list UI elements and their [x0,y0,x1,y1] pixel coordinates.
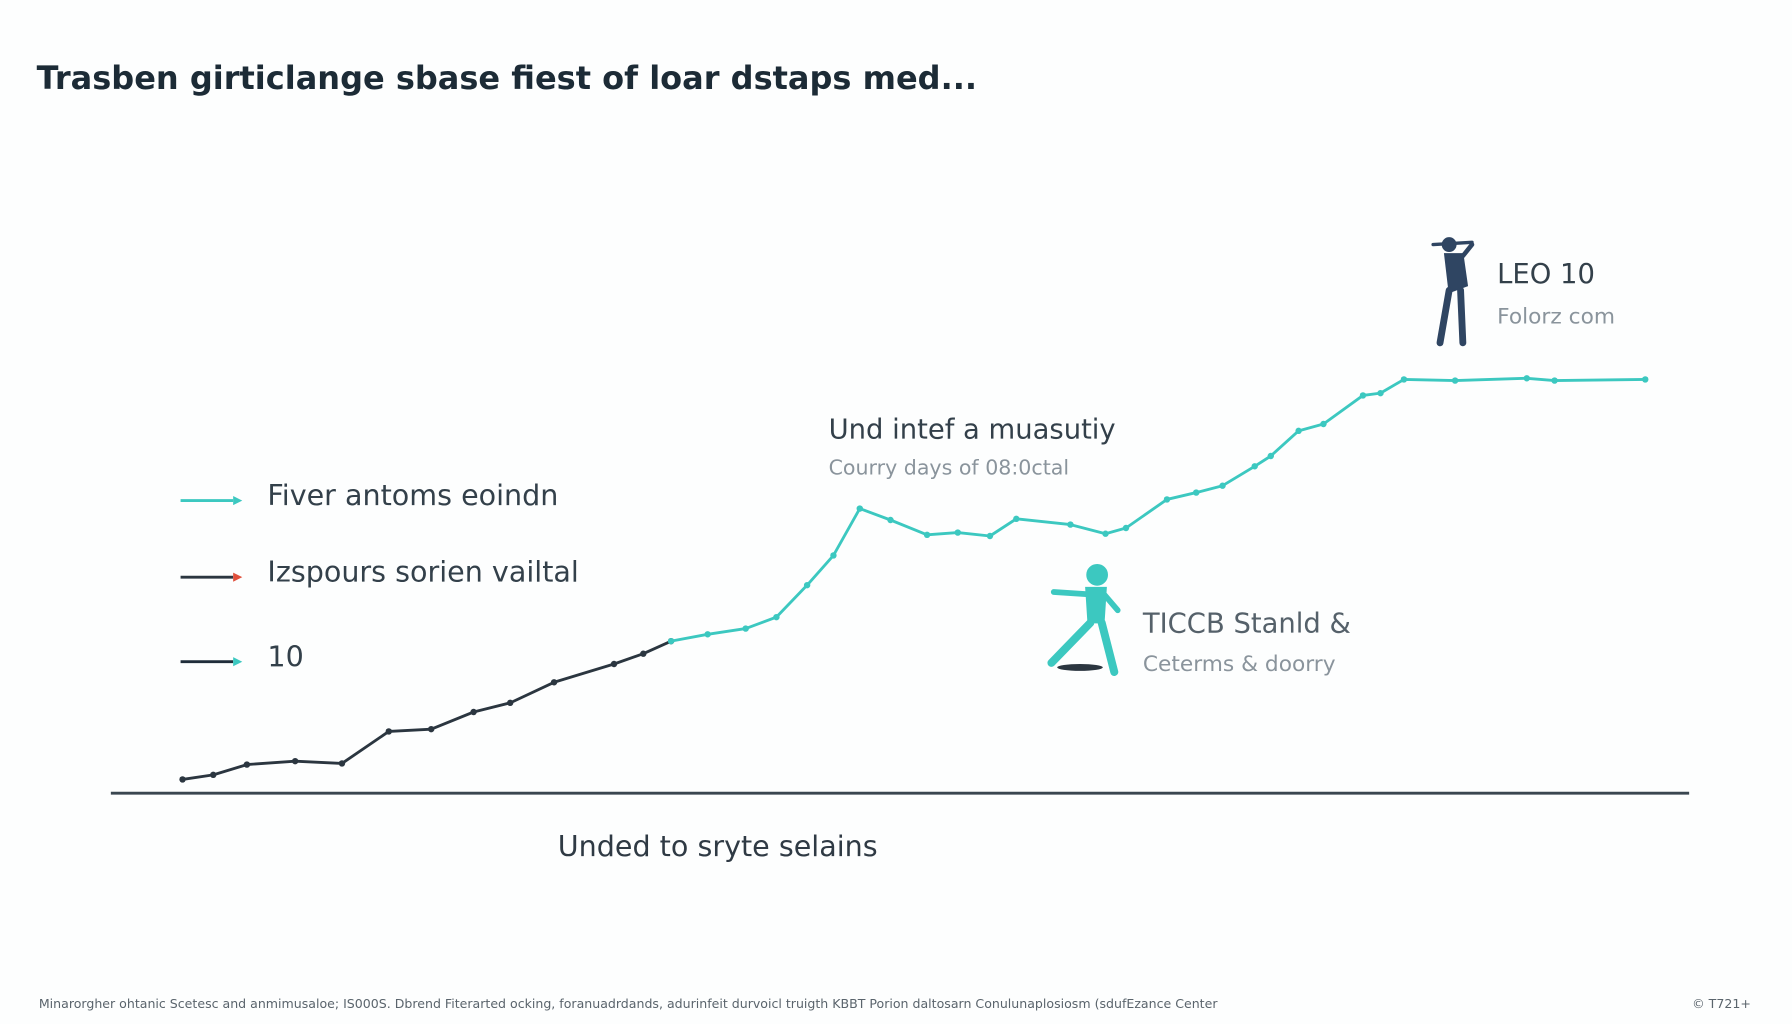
footer-right: © T721+ [1692,996,1751,1011]
data-point [291,757,299,765]
data-point [803,581,811,589]
footer: Minarorgher ohtanic Scetesc and anmimusa… [39,996,1218,1011]
data-point [830,552,837,559]
data-point [1102,530,1109,537]
data-point [954,529,961,536]
data-point [427,725,435,733]
data-point [1193,489,1200,496]
data-point [1251,463,1258,470]
data-point [1320,420,1327,428]
data-point [1400,376,1408,383]
data-point [667,637,675,645]
annotation-subtitle: Ceterms & doorry [1143,652,1336,677]
person-figure [1431,237,1475,347]
chart-title: Trasben girticlange sbase fiest of loar … [37,59,977,97]
annotation-title: LEO 10 [1497,259,1595,290]
data-point [1163,496,1171,503]
data-point [773,613,780,621]
data-point [1642,376,1649,383]
data-point [1219,482,1226,489]
legend-arrow [233,572,243,582]
data-point [1551,377,1558,384]
data-point [550,679,558,686]
data-point [1267,452,1275,460]
legend-arrow [233,496,243,506]
legend-arrow [233,657,243,667]
annotation-title: TICCB Stanld & [1142,609,1351,640]
data-point [1451,377,1459,384]
data-point [470,708,477,716]
data-point [1067,521,1074,528]
legend-label: Izspours sorien vailtal [267,555,578,589]
data-point [179,776,186,783]
data-point [1013,515,1020,523]
legend-label: Fiver antoms eoindn [267,478,558,512]
data-point [742,625,749,632]
data-point [243,761,251,768]
x-axis-label: Unded to sryte selains [558,829,878,863]
data-point [385,728,392,735]
annotation-subtitle: Courry days of 08:0ctal [829,456,1070,480]
data-point [1359,392,1367,399]
data-point [1377,389,1384,397]
data-point [506,699,514,707]
annotation-title: Und intef a muasutiy [829,414,1116,445]
data-point [923,531,931,539]
data-point [986,532,994,540]
annotation-subtitle: Folorz com [1497,305,1615,330]
data-point [1295,427,1302,435]
data-point [210,771,217,779]
data-point [610,660,618,668]
data-point [1122,524,1130,532]
data-point [1523,375,1530,382]
data-point [704,631,711,638]
data-point [338,760,346,767]
legend-label: 10 [267,639,303,673]
walker-figure [1047,563,1121,676]
data-point [887,516,894,524]
data-point [640,650,647,657]
data-point [856,505,863,512]
